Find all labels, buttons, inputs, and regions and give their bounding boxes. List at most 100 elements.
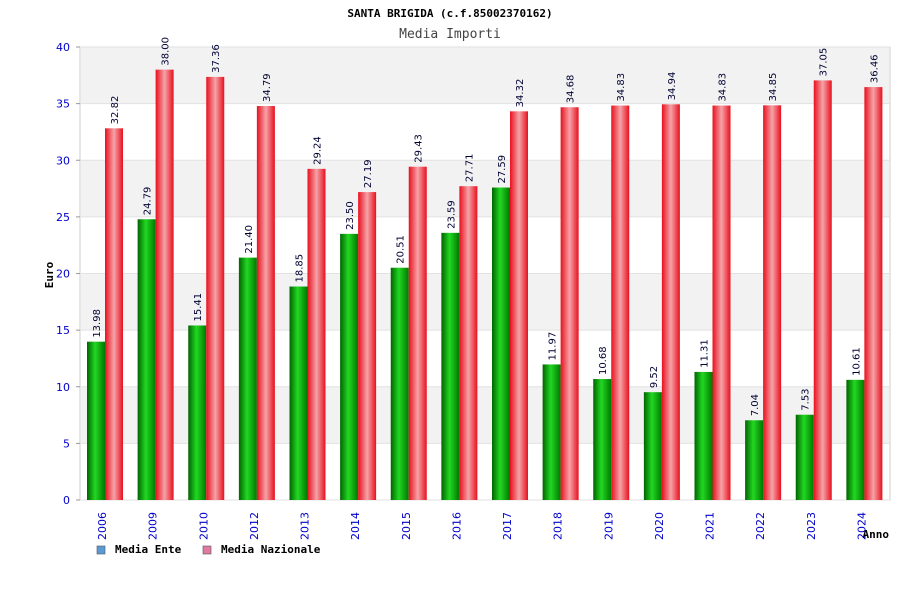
bar-media-nazionale bbox=[206, 76, 225, 500]
bar-media-ente bbox=[643, 392, 662, 500]
bar-media-ente bbox=[289, 286, 308, 500]
x-tick-label: 2018 bbox=[552, 512, 565, 540]
x-tick-label: 2012 bbox=[248, 512, 261, 540]
y-tick-label: 20 bbox=[56, 268, 70, 281]
y-tick-label: 40 bbox=[56, 41, 70, 54]
bar-media-nazionale bbox=[864, 87, 883, 500]
bar-media-nazionale bbox=[510, 111, 528, 501]
legend: Media Ente Media Nazionale bbox=[96, 543, 321, 556]
bar-media-ente bbox=[390, 267, 409, 500]
x-axis-ticks: 2006 2009 2010 2012 2013 2014 2015 2016 2017 2018… bbox=[96, 512, 868, 540]
bar-media-ente bbox=[137, 219, 156, 501]
bar-media-ente bbox=[846, 379, 865, 500]
data-label-media-ente: 23.59 bbox=[446, 200, 457, 229]
data-label-media-nazionale: 29.24 bbox=[313, 136, 324, 165]
bar-media-nazionale bbox=[459, 186, 478, 500]
bar-media-ente bbox=[441, 232, 460, 500]
x-tick-label: 2020 bbox=[653, 512, 666, 540]
x-tick-label: 2014 bbox=[349, 512, 362, 540]
data-label-media-ente: 10.68 bbox=[598, 346, 609, 375]
data-label-media-nazionale: 34.94 bbox=[667, 72, 678, 101]
data-label-media-nazionale: 37.05 bbox=[819, 48, 830, 77]
data-label-media-nazionale: 27.19 bbox=[363, 159, 374, 188]
bar-media-nazionale bbox=[560, 107, 579, 501]
y-tick-label: 10 bbox=[56, 381, 70, 394]
data-label-media-ente: 23.50 bbox=[345, 201, 356, 230]
data-label-media-nazionale: 29.43 bbox=[414, 134, 425, 163]
bar-media-ente bbox=[87, 341, 105, 500]
data-label-media-ente: 7.04 bbox=[750, 394, 761, 416]
data-label-media-ente: 11.97 bbox=[548, 332, 559, 361]
legend-item-media-nazionale: Media Nazionale bbox=[202, 543, 321, 556]
bar-media-nazionale bbox=[358, 192, 377, 501]
data-label-media-ente: 15.41 bbox=[193, 293, 204, 322]
y-tick-label: 35 bbox=[56, 98, 70, 111]
bar-media-nazionale bbox=[763, 105, 782, 500]
bar-media-ente bbox=[593, 379, 612, 500]
bar-labels: 13.98 32.82 24.79 38.00 15.41 37.36 21.40 34.79… bbox=[92, 37, 880, 416]
bar-media-nazionale bbox=[712, 105, 731, 501]
data-label-media-ente: 24.79 bbox=[143, 187, 154, 216]
data-label-media-ente: 9.52 bbox=[649, 366, 660, 388]
chart-title: SANTA BRIGIDA (c.f.85002370162) bbox=[347, 7, 552, 20]
y-tick-label: 0 bbox=[63, 494, 70, 507]
data-label-media-nazionale: 34.83 bbox=[616, 73, 627, 102]
y-tick-label: 5 bbox=[63, 437, 70, 450]
data-label-media-ente: 18.85 bbox=[295, 254, 306, 283]
bar-media-ente bbox=[694, 371, 713, 500]
bar-media-nazionale bbox=[155, 69, 174, 501]
data-label-media-ente: 10.61 bbox=[851, 347, 862, 376]
y-tick-label: 25 bbox=[56, 211, 70, 224]
bar-media-nazionale bbox=[661, 104, 680, 500]
x-tick-label: 2024 bbox=[855, 512, 868, 540]
x-tick-label: 2010 bbox=[197, 512, 210, 540]
x-tick-label: 2021 bbox=[704, 512, 717, 540]
data-label-media-nazionale: 38.00 bbox=[161, 37, 172, 66]
data-label-media-ente: 27.59 bbox=[497, 155, 508, 184]
x-tick-label: 2013 bbox=[299, 512, 312, 540]
x-tick-label: 2016 bbox=[450, 512, 463, 540]
bar-media-ente bbox=[188, 325, 207, 500]
data-label-media-nazionale: 32.82 bbox=[110, 96, 121, 125]
data-label-media-ente: 21.40 bbox=[244, 225, 255, 254]
data-label-media-nazionale: 27.71 bbox=[464, 154, 475, 183]
y-tick-label: 15 bbox=[56, 324, 70, 337]
y-tick-label: 30 bbox=[56, 154, 70, 167]
x-tick-label: 2015 bbox=[400, 512, 413, 540]
bar-media-ente bbox=[238, 257, 257, 500]
data-label-media-nazionale: 34.85 bbox=[768, 73, 779, 102]
bar-media-nazionale bbox=[256, 106, 275, 501]
legend-label-media-ente: Media Ente bbox=[115, 543, 182, 556]
legend-swatch-media-ente bbox=[96, 545, 106, 555]
bar-media-ente bbox=[745, 420, 764, 500]
x-tick-label: 2019 bbox=[602, 512, 615, 540]
bar-media-nazionale bbox=[105, 128, 123, 500]
chart-subtitle: Media Importi bbox=[399, 27, 501, 42]
bar-media-nazionale bbox=[408, 166, 427, 500]
x-tick-label: 2006 bbox=[96, 512, 109, 540]
legend-label-media-nazionale: Media Nazionale bbox=[221, 543, 321, 556]
data-label-media-nazionale: 34.68 bbox=[566, 75, 577, 104]
x-tick-label: 2022 bbox=[754, 512, 767, 540]
bar-media-nazionale bbox=[813, 80, 832, 500]
bar-media-ente bbox=[340, 233, 359, 501]
data-label-media-nazionale: 34.83 bbox=[718, 73, 729, 102]
data-label-media-ente: 7.53 bbox=[801, 388, 812, 410]
bar-media-ente bbox=[542, 364, 561, 500]
legend-item-media-ente: Media Ente bbox=[96, 543, 182, 556]
y-axis-label: Euro bbox=[43, 261, 56, 288]
data-label-media-nazionale: 34.32 bbox=[515, 79, 526, 108]
bars bbox=[87, 69, 883, 501]
bar-media-ente bbox=[795, 414, 814, 500]
legend-swatch-media-nazionale bbox=[202, 545, 212, 555]
bar-media-ente bbox=[492, 187, 510, 500]
data-label-media-nazionale: 34.79 bbox=[262, 73, 273, 102]
data-label-media-nazionale: 37.36 bbox=[211, 44, 222, 73]
x-axis-label: Anno bbox=[863, 528, 890, 541]
data-label-media-ente: 20.51 bbox=[396, 235, 407, 264]
data-label-media-nazionale: 36.46 bbox=[869, 54, 880, 83]
data-label-media-ente: 13.98 bbox=[92, 309, 103, 338]
x-tick-label: 2023 bbox=[805, 512, 818, 540]
bar-media-nazionale bbox=[611, 105, 630, 501]
